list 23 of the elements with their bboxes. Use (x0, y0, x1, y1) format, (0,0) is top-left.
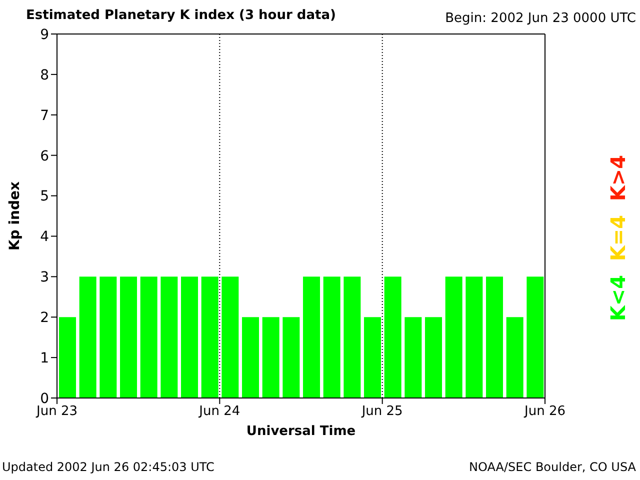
text: NOAA/SEC Boulder, CO USA (469, 460, 636, 474)
y-tick-label: 4 (40, 229, 50, 246)
x-tick-label: Jun 23 (36, 404, 78, 420)
text: Updated 2002 Jun 26 02:45:03 UTC (2, 460, 214, 474)
x-tick-label: Jun 26 (524, 404, 566, 420)
legend-label: K>4 (606, 154, 630, 201)
x-tick-label: Jun 24 (198, 404, 240, 420)
legend-label: K=4 (606, 214, 630, 262)
y-tick-label: 8 (40, 67, 49, 84)
y-tick-label: 2 (40, 310, 49, 326)
y-tick-label: 0 (40, 390, 49, 407)
y-tick-label: 6 (40, 148, 50, 164)
text: Begin: 2002 Jun 23 0000 UTC (445, 11, 636, 26)
y-tick-label: 3 (40, 270, 49, 286)
y-tick-label: 1 (40, 350, 49, 367)
chart-title: Estimated Planetary K index (3 hour data) (26, 8, 336, 23)
text: K<4 (606, 275, 630, 322)
x-tick-label: Jun 25 (360, 404, 403, 420)
x-axis-title: Universal Time (246, 424, 356, 439)
y-tick-label: 9 (40, 26, 49, 43)
y-axis-title: Kp index (6, 181, 23, 251)
y-tick-label: 7 (40, 108, 49, 124)
y-tick-label: 5 (40, 188, 49, 205)
